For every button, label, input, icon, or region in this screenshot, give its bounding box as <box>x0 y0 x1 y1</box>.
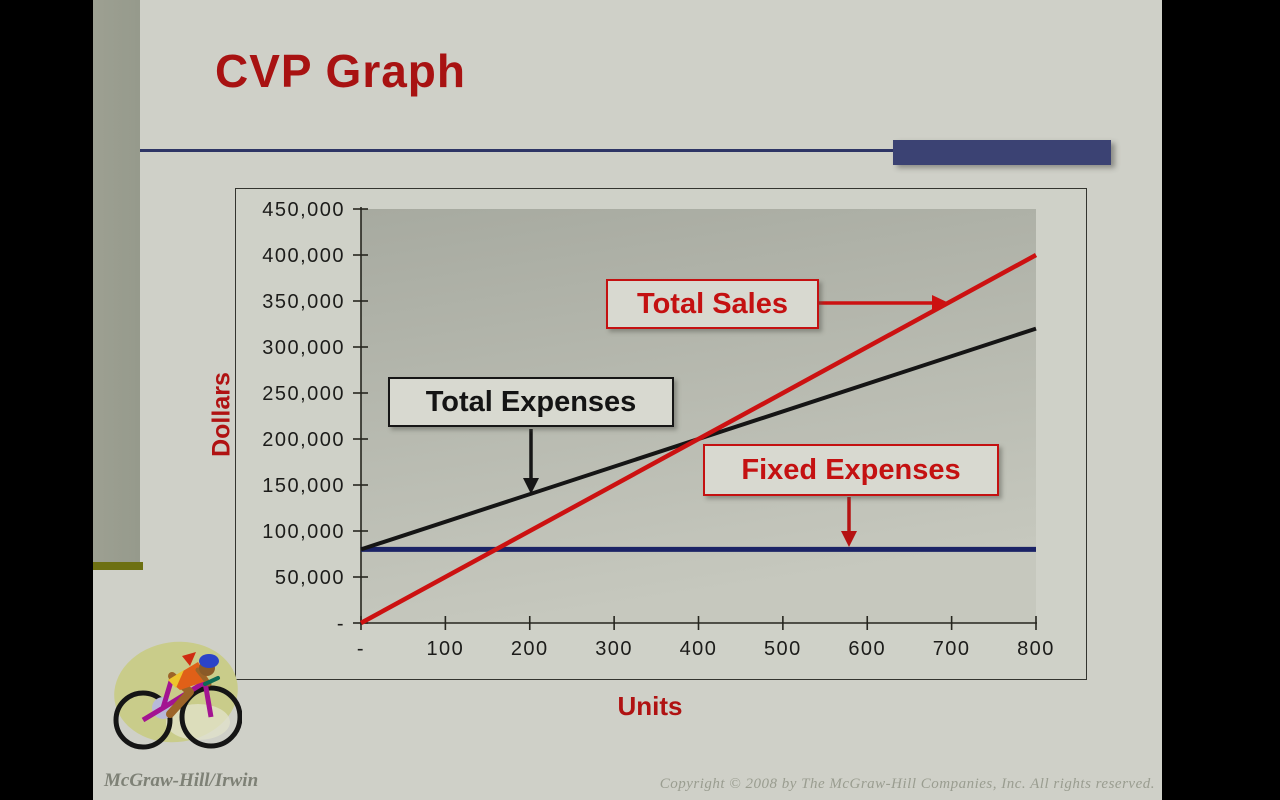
cyclist-clipart <box>113 641 242 750</box>
svg-text:500: 500 <box>764 638 802 660</box>
svg-text:300: 300 <box>595 638 633 660</box>
svg-text:400: 400 <box>680 638 718 660</box>
series-lines <box>359 253 1038 625</box>
footer-brand: McGraw-Hill/Irwin <box>104 770 259 791</box>
svg-text:150,000: 150,000 <box>262 475 345 497</box>
total-sales-arrow <box>819 295 949 311</box>
fixed-expenses-label: Fixed Expenses <box>703 444 999 496</box>
sidebar-strip <box>93 0 140 562</box>
right-black-border <box>1162 0 1280 800</box>
fixed-expenses-arrow <box>841 497 857 547</box>
cvp-chart: 450,000 400,000 350,000 300,000 250,000 200,0… <box>235 188 1087 680</box>
svg-text:800: 800 <box>1017 638 1055 660</box>
svg-text:350,000: 350,000 <box>262 291 345 313</box>
left-black-border <box>0 0 93 800</box>
svg-text:100: 100 <box>426 638 464 660</box>
svg-text:50,000: 50,000 <box>275 567 345 589</box>
svg-text:200: 200 <box>511 638 549 660</box>
y-axis-title: Dollars <box>207 372 236 457</box>
total-expenses-label: Total Expenses <box>388 377 674 427</box>
total-expenses-arrow <box>523 429 539 494</box>
total-sales-label: Total Sales <box>606 279 819 329</box>
slide-title: CVP Graph <box>215 45 466 97</box>
svg-text:300,000: 300,000 <box>262 337 345 359</box>
svg-text:200,000: 200,000 <box>262 429 345 451</box>
svg-text:700: 700 <box>933 638 971 660</box>
svg-text:100,000: 100,000 <box>262 521 345 543</box>
footer-copyright: Copyright © 2008 by The McGraw-Hill Comp… <box>659 776 1155 792</box>
x-axis-title: Units <box>617 691 683 721</box>
svg-text:600: 600 <box>848 638 886 660</box>
title-underline-rule <box>140 149 1110 152</box>
svg-text:-: - <box>357 638 365 660</box>
svg-text:400,000: 400,000 <box>262 245 345 267</box>
sidebar-olive-accent <box>93 562 143 570</box>
axis-ticks: 450,000 400,000 350,000 300,000 250,000 200,0… <box>262 199 1055 660</box>
cvp-chart-canvas: 450,000 400,000 350,000 300,000 250,000 200,0… <box>262 199 1055 660</box>
svg-text:450,000: 450,000 <box>262 199 345 221</box>
svg-text:-: - <box>337 613 345 635</box>
svg-text:250,000: 250,000 <box>262 383 345 405</box>
title-accent-bar <box>893 140 1111 165</box>
